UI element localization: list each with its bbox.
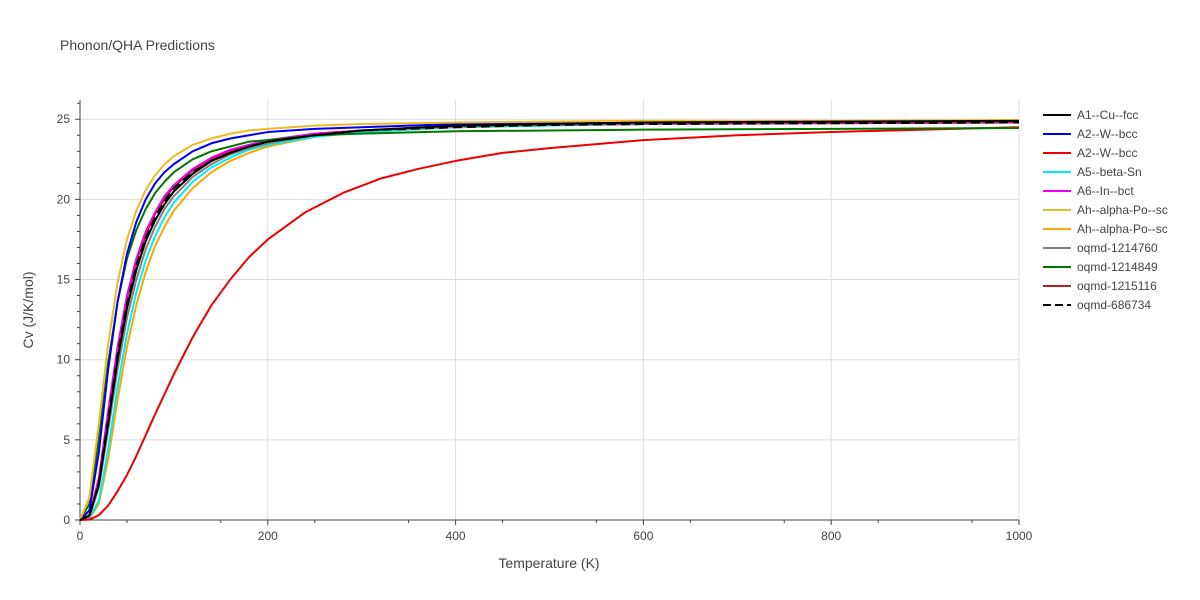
legend-label: Ah--alpha-Po--sc [1077,203,1168,217]
y-tick-label: 25 [57,112,71,126]
y-tick-label: 0 [63,513,70,527]
x-tick-label: 0 [77,529,84,543]
legend-item[interactable]: A5--beta-Sn [1043,165,1142,179]
legend-label: oqmd-1214849 [1077,260,1158,274]
series-line-1 [79,119,1020,521]
y-tick-label: 5 [63,433,70,447]
legend-label: A2--W--bcc [1077,146,1137,160]
legend-label: Ah--alpha-Po--sc [1077,222,1168,236]
legend-label: oqmd-1214760 [1077,241,1158,255]
legend-label: oqmd-686734 [1077,298,1151,312]
x-tick-label: 600 [633,529,653,543]
x-tick-label: 400 [446,529,466,543]
legend-label: oqmd-1215116 [1077,279,1157,293]
legend-item[interactable]: Ah--alpha-Po--sc [1043,222,1168,236]
y-tick-label: 10 [57,353,71,367]
series-line-4 [79,120,1020,521]
legend-item[interactable]: oqmd-1214849 [1043,260,1158,274]
legend-item[interactable]: Ah--alpha-Po--sc [1043,203,1168,217]
legend-label: A2--W--bcc [1077,127,1137,141]
series-line-9 [79,121,1020,521]
y-tick-label: 20 [57,192,71,206]
series-line-5 [79,119,1020,521]
series-line-0 [79,119,1020,521]
x-tick-label: 1000 [1006,529,1033,543]
series-line-10 [79,121,1020,521]
legend-label: A1--Cu--fcc [1077,108,1138,122]
series-line-7 [79,120,1020,521]
legend-item[interactable]: A6--In--bct [1043,184,1134,198]
series-line-6 [79,120,1020,521]
series-line-2 [79,126,1020,521]
grid [80,100,1020,520]
series-line-8 [79,127,1020,521]
axes: 0 200 400 600 800 1000 0 5 10 15 20 25 [57,100,1033,543]
chart-title: Phonon/QHA Predictions [60,37,215,53]
legend[interactable]: A1--Cu--fcc A2--W--bcc A2--W--bcc A5--beta-… [1043,108,1168,312]
series-lines [79,119,1020,521]
legend-item[interactable]: A2--W--bcc [1043,146,1137,160]
x-tick-label: 200 [258,529,278,543]
x-tick-label: 800 [821,529,841,543]
x-axis-label: Temperature (K) [498,555,599,571]
y-axis-label: Cv (J/K/mol) [20,272,36,349]
legend-label: A5--beta-Sn [1077,165,1142,179]
legend-label: A6--In--bct [1077,184,1134,198]
series-line-3 [79,120,1020,521]
legend-item[interactable]: oqmd-1214760 [1043,241,1158,255]
y-tick-label: 15 [57,273,71,287]
legend-item[interactable]: A1--Cu--fcc [1043,108,1138,122]
legend-item[interactable]: A2--W--bcc [1043,127,1137,141]
legend-item[interactable]: oqmd-1215116 [1043,279,1157,293]
legend-item[interactable]: oqmd-686734 [1043,298,1151,312]
